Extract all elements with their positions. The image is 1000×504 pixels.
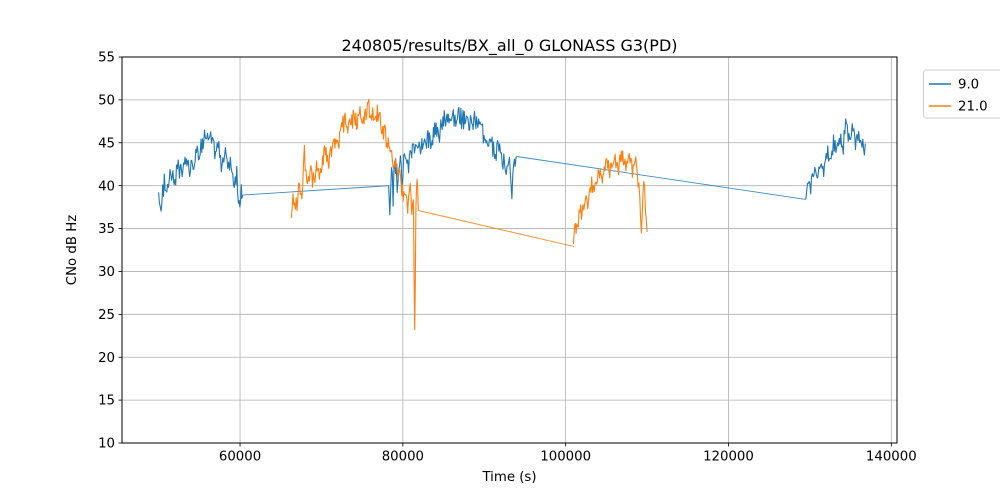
- series-9.0-noisy: [389, 107, 517, 214]
- x-tick-label: 60000: [219, 450, 261, 465]
- series-9.0-gap-connector: [243, 186, 389, 195]
- tick-marks: [119, 57, 892, 447]
- y-tick-label: 25: [98, 308, 115, 323]
- x-tick-label: 140000: [866, 450, 917, 465]
- series-21.0-noisy: [573, 151, 647, 244]
- y-tick-label: 15: [98, 394, 115, 409]
- y-tick-label: 40: [98, 179, 115, 194]
- legend-label-21.0: 21.0: [958, 100, 988, 115]
- series-9.0-gap-connector: [517, 157, 806, 200]
- x-tick-label: 120000: [703, 450, 754, 465]
- y-tick-label: 50: [98, 93, 115, 108]
- gridlines: [122, 57, 897, 443]
- plot-border: [122, 57, 897, 443]
- chart-title: 240805/results/BX_all_0 GLONASS G3(PD): [341, 36, 677, 56]
- legend: 9.0 21.0: [924, 70, 1000, 118]
- tick-labels: 60000 80000 100000 120000 140000 10 15 20 25 30 35…: [98, 51, 917, 465]
- y-axis-label: CNo dB Hz: [65, 215, 80, 285]
- x-tick-label: 80000: [382, 450, 424, 465]
- series-21.0-noisy: [291, 99, 418, 329]
- y-tick-label: 10: [98, 437, 115, 452]
- series-9.0-noisy: [806, 119, 866, 200]
- y-tick-label: 55: [98, 51, 115, 66]
- x-tick-label: 100000: [540, 450, 591, 465]
- x-axis-label: Time (s): [481, 470, 536, 485]
- series-lines: [159, 99, 866, 329]
- y-tick-label: 30: [98, 265, 115, 280]
- series-9.0-noisy: [159, 130, 243, 211]
- legend-label-9.0: 9.0: [958, 78, 979, 93]
- y-tick-label: 45: [98, 136, 115, 151]
- y-tick-label: 20: [98, 351, 115, 366]
- y-tick-label: 35: [98, 222, 115, 237]
